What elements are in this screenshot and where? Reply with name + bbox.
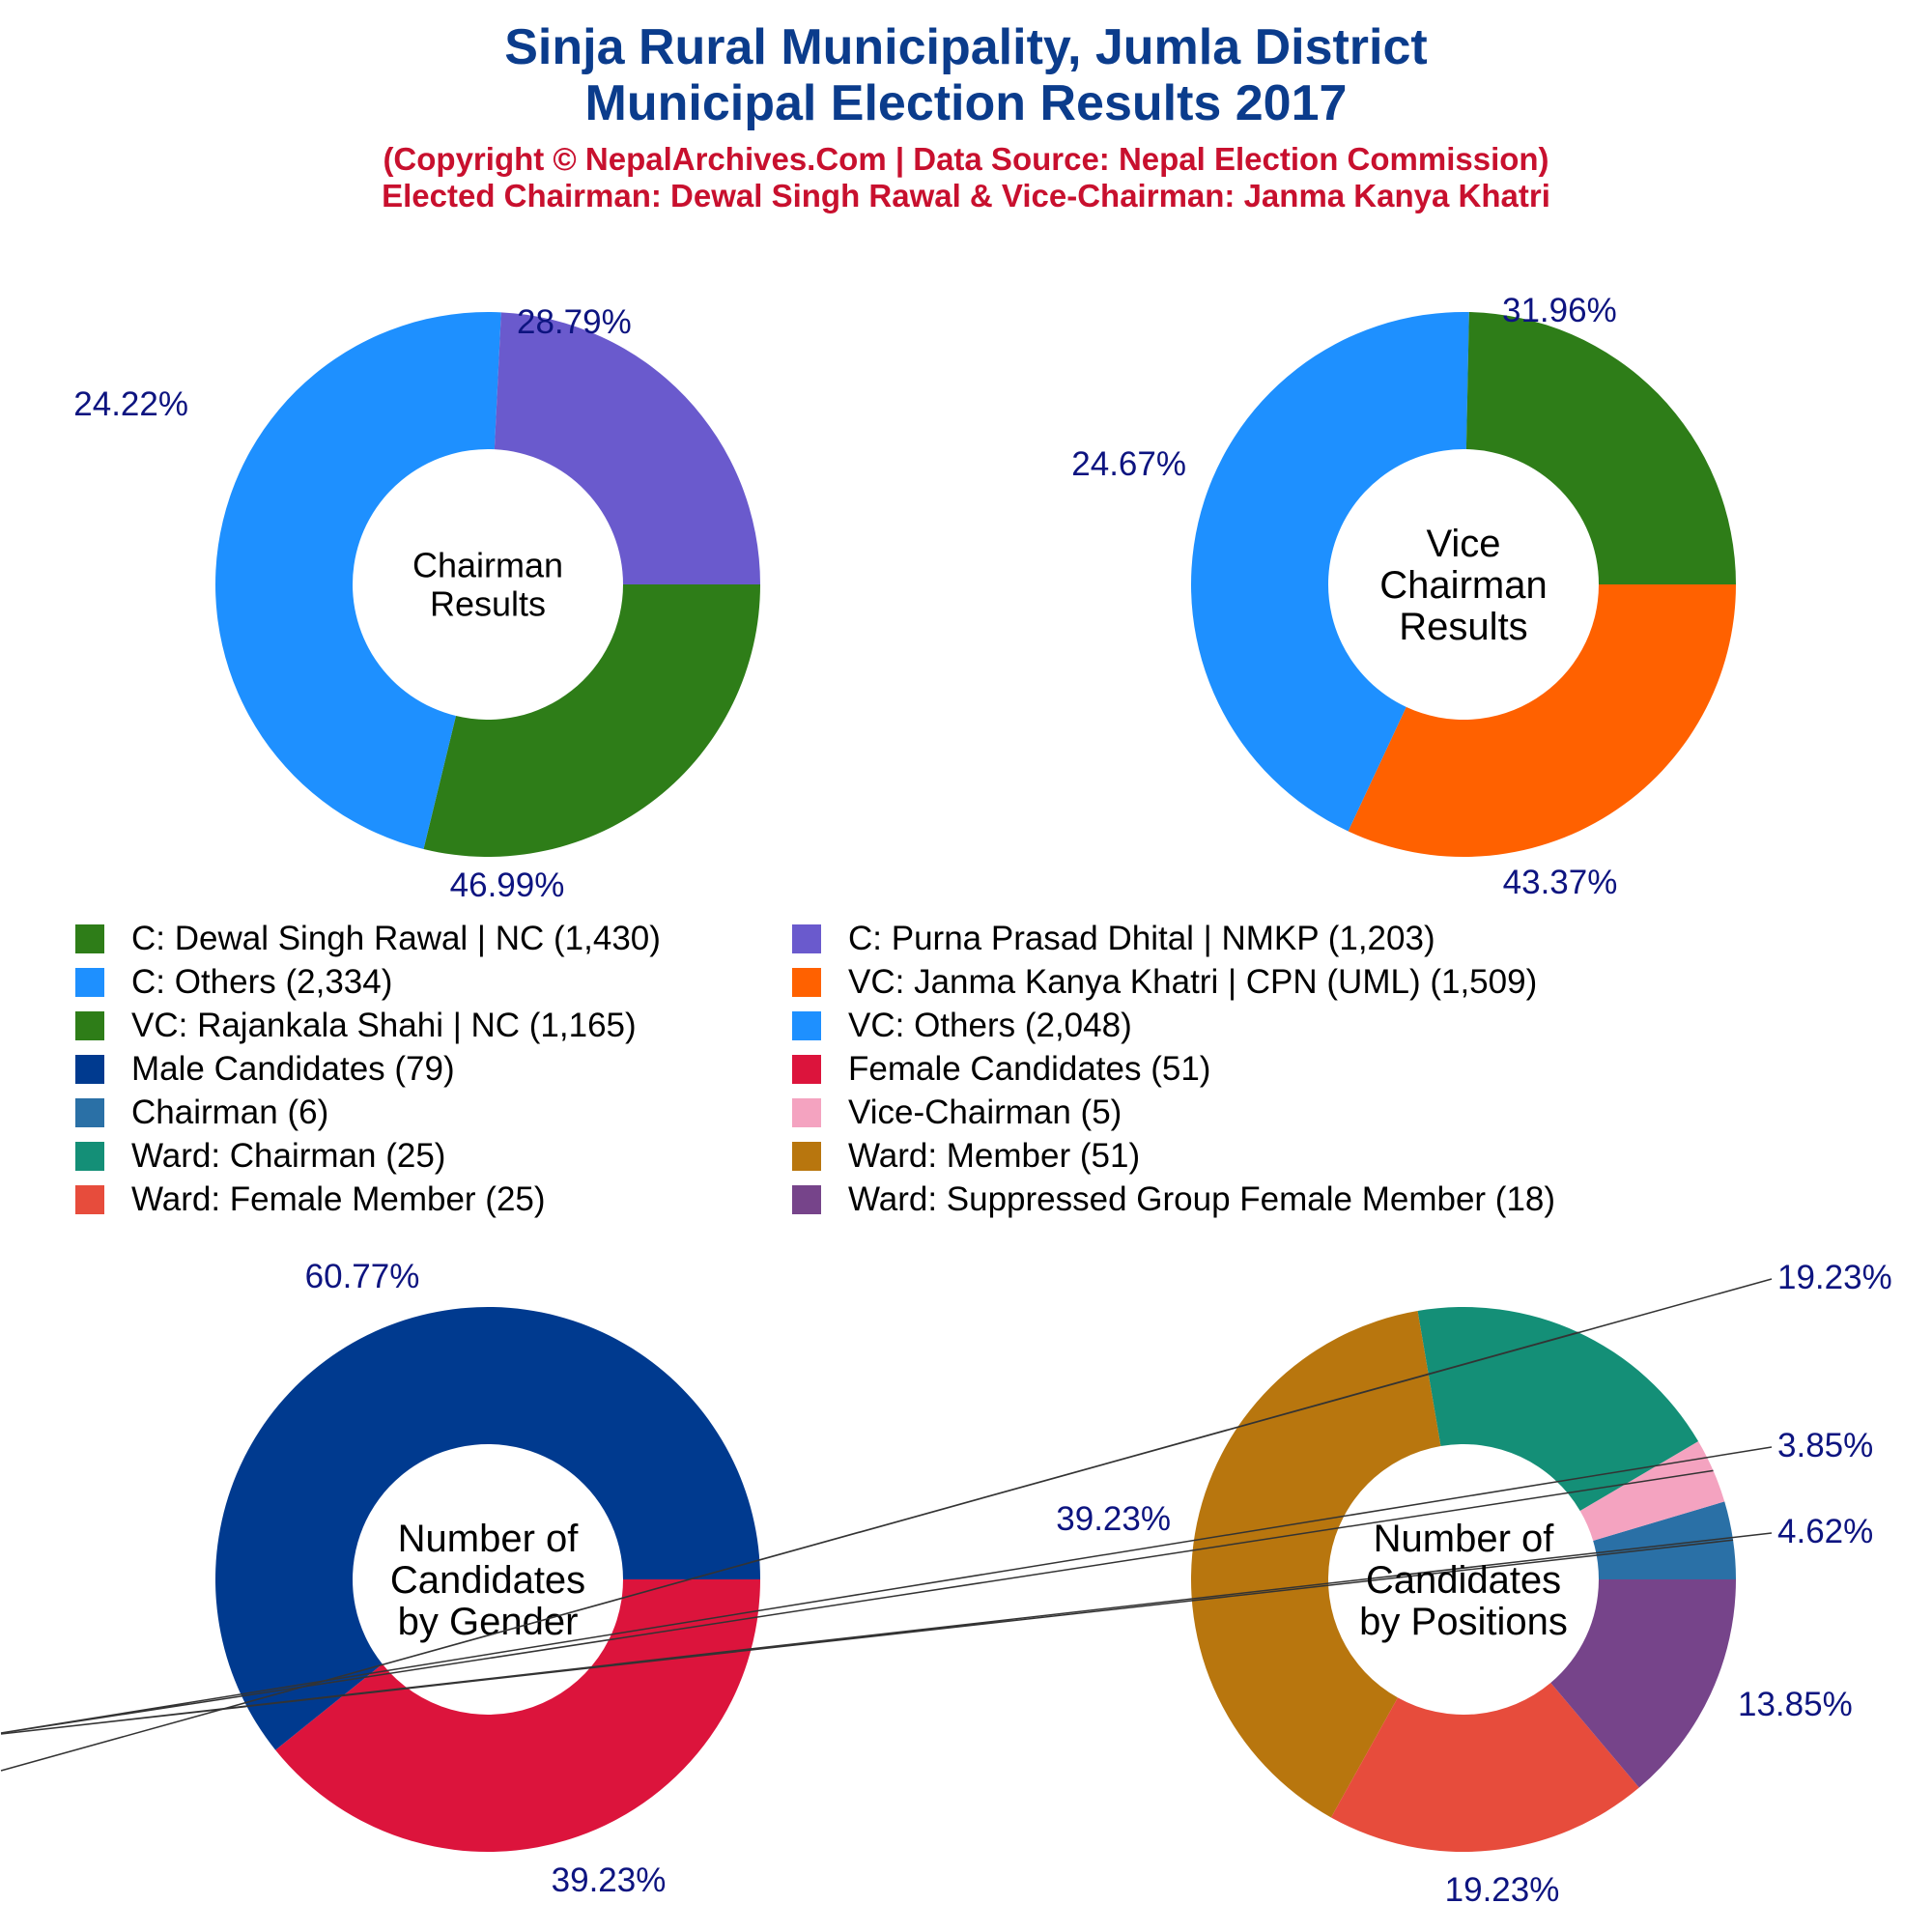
legend-swatch [75,968,104,997]
legend-item-chairman-6: Chairman (6) [75,1092,328,1134]
legend-swatch [792,924,821,953]
legend-label: VC: Others (2,048) [848,1007,1132,1044]
slice-vice-chairman-vc-rajankala-shahi-nc [1465,312,1736,584]
legend-item-vc-rajankala-shahi-nc-1-165: VC: Rajankala Shahi | NC (1,165) [75,1005,637,1047]
legend-swatch [75,924,104,953]
percent-label-positions-chairman: 4.62% [1777,1513,1873,1550]
legend-swatch [792,1098,821,1127]
slice-gender-male-candidates [214,1307,761,1750]
leader-line-positions-vice-chairman [0,1446,1773,1734]
slice-gender-female-candidates [275,1579,760,1852]
copyright-line: (Copyright © NepalArchives.Com | Data So… [383,141,1549,177]
legend-label: C: Dewal Singh Rawal | NC (1,430) [131,920,661,957]
legend-label: Ward: Suppressed Group Female Member (18… [848,1180,1556,1218]
leader-line-positions-chairman [0,1532,1773,1735]
percent-label-positions-ward-female-member: 19.23% [1445,1871,1560,1909]
percent-label-gender-male-candidates: 60.77% [305,1258,420,1295]
chairman-donut: 28.79% 46.99% 24.22% Chairman Results [73,303,760,904]
legend-item-vice-chairman-5: Vice-Chairman (5) [792,1092,1122,1134]
legend-swatch [75,1142,104,1171]
center-label-chairman: Chairman Results [412,546,563,624]
legend-label: Vice-Chairman (5) [848,1094,1122,1131]
slice-positions-ward-female-member [1330,1683,1639,1852]
elected-line: Elected Chairman: Dewal Singh Rawal & Vi… [382,178,1550,213]
legend-item-vc-janma-kanya-khatri-cpn-uml-1-509: VC: Janma Kanya Khatri | CPN (UML) (1,50… [792,961,1537,1004]
legend-label: Male Candidates (79) [131,1050,455,1088]
legend-label: Female Candidates (51) [848,1050,1211,1088]
legend-label: C: Purna Prasad Dhital | NMKP (1,203) [848,920,1435,957]
percent-label-vice-chairman-vc-others: 43.37% [1503,864,1618,901]
slice-positions-chairman [1593,1501,1736,1579]
percent-label-vice-chairman-vc-janma-kanya-khatri-cpn-uml: 31.96% [1502,292,1617,329]
slice-positions-ward-suppressed-group-female-member [1550,1579,1736,1788]
legend-label: VC: Janma Kanya Khatri | CPN (UML) (1,50… [848,963,1538,1001]
legend-label: Ward: Member (51) [848,1137,1141,1175]
legend-label: C: Others (2,334) [131,963,393,1001]
legend-swatch [792,1185,821,1214]
legend-item-c-others-2-334: C: Others (2,334) [75,961,392,1004]
legend-swatch [75,1098,104,1127]
slice-chairman-c-dewal-singh-rawal-nc [423,584,760,857]
percent-label-positions-ward-suppressed-group-female-member: 13.85% [1738,1686,1853,1723]
slice-chairman-c-others [215,311,501,850]
percent-label-chairman-c-dewal-singh-rawal-nc: 28.79% [517,303,632,341]
legend-label: VC: Rajankala Shahi | NC (1,165) [131,1007,637,1044]
legend-item-c-dewal-singh-rawal-nc-1-430: C: Dewal Singh Rawal | NC (1,430) [75,918,661,960]
legend-swatch [792,968,821,997]
percent-label-gender-female-candidates: 39.23% [552,1861,667,1899]
percent-label-vice-chairman-vc-rajankala-shahi-nc: 24.67% [1071,445,1186,483]
slice-vice-chairman-vc-others [1190,312,1469,832]
percent-label-chairman-c-others: 46.99% [450,867,565,904]
percent-label-chairman-c-purna-prasad-dhital-nmkp: 24.22% [73,385,188,423]
legend-label: Ward: Chairman (25) [131,1137,446,1175]
legend-swatch [75,1011,104,1040]
center-label-gender: Number of Candidates by Gender [390,1518,585,1643]
legend-swatch [75,1055,104,1084]
slice-chairman-c-purna-prasad-dhital-nmkp [494,312,760,584]
legend-item-ward-female-member-25: Ward: Female Member (25) [75,1179,546,1221]
percent-label-positions-ward-member: 39.23% [1056,1500,1171,1538]
legend-item-female-candidates-51: Female Candidates (51) [792,1048,1210,1091]
center-label-positions: Number of Candidates by Positions [1359,1518,1568,1643]
chart-header: Sinja Rural Municipality, Jumla District… [0,19,1932,214]
legend-label: Chairman (6) [131,1094,329,1131]
slice-positions-ward-member [1190,1311,1441,1818]
legend-swatch [792,1142,821,1171]
gender-donut: 39.23% 60.77% Number of Candidates by Gender [214,1258,761,1899]
chart-title-line-1: Sinja Rural Municipality, Jumla District [504,19,1428,75]
legend-swatch [792,1055,821,1084]
slice-positions-vice-chairman [1579,1441,1725,1541]
legend-swatch [792,1011,821,1040]
legend-item-ward-suppressed-group-female-member-18: Ward: Suppressed Group Female Member (18… [792,1179,1555,1221]
percent-label-positions-ward-chairman: 19.23% [1777,1259,1892,1296]
legend-item-ward-member-51: Ward: Member (51) [792,1135,1140,1178]
legend-label: Ward: Female Member (25) [131,1180,546,1218]
legend-item-vc-others-2-048: VC: Others (2,048) [792,1005,1132,1047]
legend-swatch [75,1185,104,1214]
center-label-vice-chairman: Vice Chairman Results [1379,523,1547,648]
legend-item-c-purna-prasad-dhital-nmkp-1-203: C: Purna Prasad Dhital | NMKP (1,203) [792,918,1435,960]
positions-donut: 4.62% 3.85% 19.23% 39.23% 19.23% 13.85% Number… [0,1259,1892,1909]
percent-label-positions-vice-chairman: 3.85% [1777,1427,1873,1464]
chart-title-line-2: Municipal Election Results 2017 [584,75,1348,131]
slice-vice-chairman-vc-janma-kanya-khatri-cpn-uml [1348,584,1736,857]
legend-item-ward-chairman-25: Ward: Chairman (25) [75,1135,445,1178]
legend-item-male-candidates-79: Male Candidates (79) [75,1048,455,1091]
vice-chairman-donut: 31.96% 43.37% 24.67% Vice Chairman Results [1071,292,1736,901]
leader-line-positions-ward-chairman [0,1278,1773,1772]
